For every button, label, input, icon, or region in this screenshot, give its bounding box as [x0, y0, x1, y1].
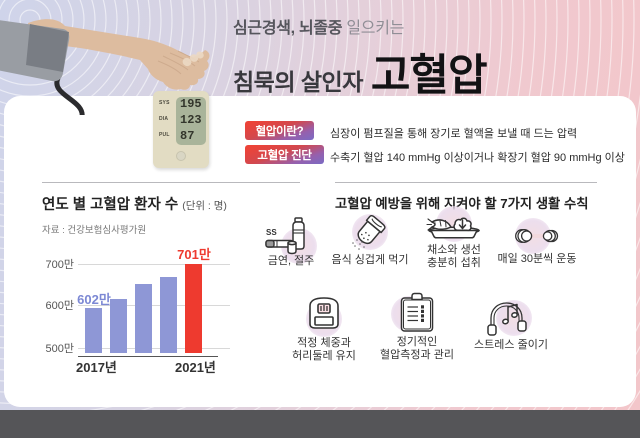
svg-text:SS: SS: [266, 228, 277, 237]
